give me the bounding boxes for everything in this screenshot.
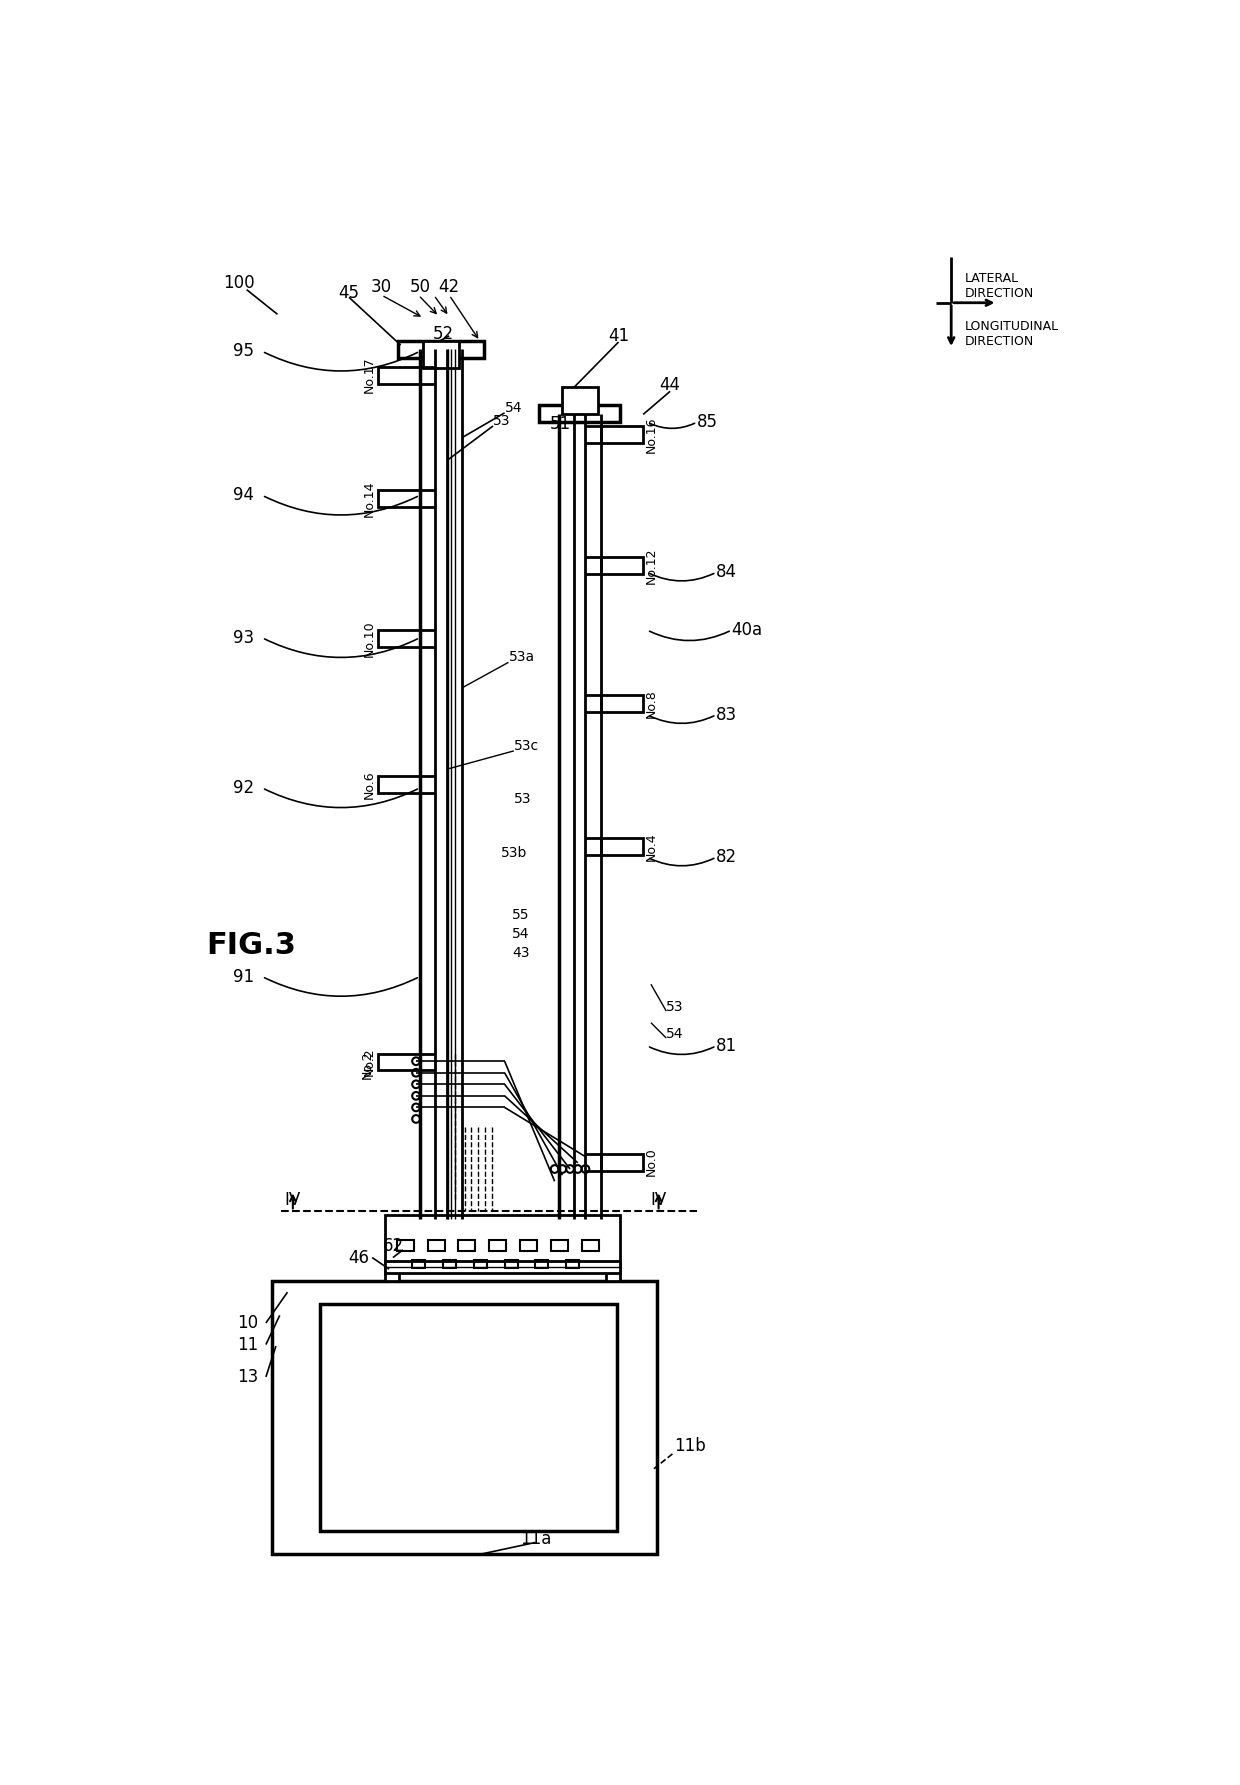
Bar [377, 630, 420, 646]
Bar [377, 1053, 420, 1071]
Text: 54: 54 [666, 1026, 683, 1041]
Text: No.4: No.4 [645, 832, 657, 860]
Bar [272, 1280, 657, 1555]
Text: 11b: 11b [675, 1437, 706, 1455]
Bar [601, 557, 644, 573]
Bar [601, 1153, 644, 1171]
Text: 55: 55 [512, 909, 529, 921]
Bar [562, 387, 598, 414]
Text: 53: 53 [513, 793, 532, 807]
Text: FIG.3: FIG.3 [206, 932, 295, 960]
Text: IV: IV [651, 1191, 667, 1208]
Bar [505, 1260, 517, 1267]
Bar [567, 1260, 579, 1267]
Text: 51: 51 [549, 414, 570, 432]
Text: No.2: No.2 [361, 1051, 373, 1080]
Bar [398, 341, 484, 359]
Bar [601, 837, 644, 855]
Text: 53a: 53a [508, 650, 534, 664]
Text: 95: 95 [233, 343, 254, 361]
Text: 11a: 11a [520, 1530, 551, 1548]
Bar [397, 1241, 414, 1251]
Bar [539, 405, 620, 421]
Text: 92: 92 [233, 778, 254, 796]
Text: 93: 93 [233, 628, 254, 646]
Text: 41: 41 [608, 327, 629, 345]
Text: 10: 10 [237, 1314, 258, 1332]
Text: LONGITUDINAL
DIRECTION: LONGITUDINAL DIRECTION [965, 320, 1059, 348]
Text: No.10: No.10 [363, 619, 376, 657]
Text: 11: 11 [237, 1335, 258, 1353]
Bar [428, 1241, 445, 1251]
Text: 30: 30 [371, 278, 392, 296]
Bar [606, 1262, 620, 1280]
Bar [377, 776, 420, 793]
Bar [601, 427, 644, 443]
Text: 45: 45 [339, 284, 360, 302]
Text: 84: 84 [717, 564, 738, 582]
Text: 83: 83 [717, 705, 738, 723]
Text: 42: 42 [439, 278, 460, 296]
Text: 62: 62 [382, 1237, 403, 1255]
Bar [386, 1262, 399, 1280]
Bar [377, 489, 420, 507]
Text: No.16: No.16 [645, 416, 657, 453]
Bar [459, 1241, 475, 1251]
Text: 13: 13 [237, 1367, 258, 1385]
Text: 50: 50 [409, 278, 430, 296]
Text: 54: 54 [512, 926, 529, 941]
Bar [423, 341, 459, 368]
Text: No.0: No.0 [645, 1148, 657, 1176]
Bar [320, 1303, 618, 1532]
Bar [377, 366, 420, 384]
Text: 54: 54 [505, 402, 522, 416]
Bar [474, 1260, 487, 1267]
Text: No.6: No.6 [363, 771, 376, 800]
Text: 53c: 53c [513, 739, 539, 753]
Text: 46: 46 [347, 1248, 368, 1267]
Text: IV: IV [285, 1191, 301, 1208]
Text: 43: 43 [512, 946, 529, 960]
Bar [386, 1216, 620, 1273]
Text: 40a: 40a [732, 621, 763, 639]
Text: 81: 81 [717, 1037, 738, 1055]
Text: LATERAL
DIRECTION: LATERAL DIRECTION [965, 271, 1034, 300]
Text: 82: 82 [717, 848, 738, 866]
Text: No.8: No.8 [645, 689, 657, 718]
Text: No.12: No.12 [645, 546, 657, 584]
Bar [490, 1241, 506, 1251]
Text: 100: 100 [223, 275, 255, 293]
Text: No.2: No.2 [363, 1048, 376, 1076]
Bar [412, 1260, 425, 1267]
Bar [601, 696, 644, 712]
Bar [443, 1260, 456, 1267]
Bar [551, 1241, 568, 1251]
Text: 85: 85 [697, 412, 718, 432]
Text: No.17: No.17 [363, 357, 376, 393]
Text: 53b: 53b [501, 846, 527, 860]
Text: 53: 53 [494, 414, 511, 428]
Bar [520, 1241, 537, 1251]
Bar [582, 1241, 599, 1251]
Text: 52: 52 [433, 325, 454, 343]
Text: 94: 94 [233, 486, 254, 503]
Bar [536, 1260, 548, 1267]
Text: No.14: No.14 [363, 480, 376, 516]
Text: 53: 53 [666, 1000, 683, 1014]
Text: 91: 91 [233, 967, 254, 985]
Text: 44: 44 [660, 377, 681, 394]
